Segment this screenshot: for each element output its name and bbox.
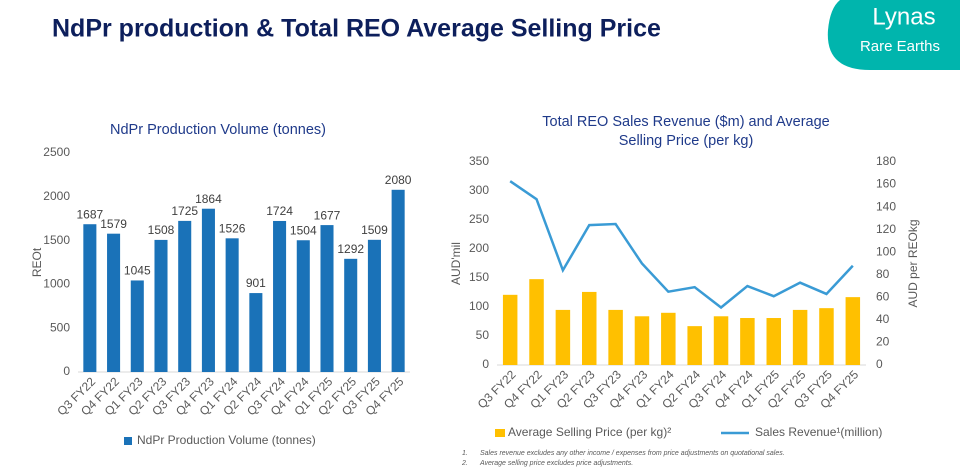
data-label: 1508 <box>148 223 175 237</box>
data-label: 1579 <box>100 217 127 231</box>
y-tick-label: 300 <box>469 183 489 197</box>
legend-swatch <box>124 437 132 445</box>
y2-tick-label: 40 <box>876 312 890 326</box>
y-tick-label: 2500 <box>43 145 70 159</box>
bar <box>740 318 755 365</box>
y2-tick-label: 20 <box>876 335 890 349</box>
bar <box>502 294 518 365</box>
chart-title: NdPr Production Volume (tonnes) <box>110 122 326 138</box>
bar <box>713 316 729 365</box>
bar <box>529 279 544 365</box>
legend-label: Average Selling Price (per kg)² <box>508 425 671 439</box>
legend-swatch <box>495 429 505 437</box>
logo-tagline: Rare Earths <box>860 38 940 55</box>
data-label: 1045 <box>124 264 151 278</box>
bar <box>661 312 676 365</box>
bar <box>273 220 287 372</box>
footnote-number: 2. <box>461 460 468 467</box>
bar <box>83 224 97 372</box>
y2-tick-label: 0 <box>876 357 883 371</box>
bar <box>391 189 405 372</box>
y-axis-title: AUD'mil <box>449 242 463 285</box>
data-label: 1687 <box>77 207 104 221</box>
y2-tick-label: 160 <box>876 177 896 191</box>
bar <box>130 280 144 372</box>
bar <box>296 240 310 372</box>
data-label: 1509 <box>361 223 388 237</box>
y-tick-label: 2000 <box>43 189 70 203</box>
y2-tick-label: 80 <box>876 267 890 281</box>
bar <box>634 316 650 365</box>
bar <box>582 291 597 365</box>
bar <box>687 326 702 365</box>
bar <box>845 297 861 365</box>
bar <box>608 309 623 365</box>
bar <box>225 238 239 372</box>
y-tick-label: 250 <box>469 212 489 226</box>
data-label: 1724 <box>266 204 293 218</box>
y-tick-label: 350 <box>469 154 489 168</box>
legend-label: NdPr Production Volume (tonnes) <box>137 433 316 447</box>
data-label: 1292 <box>337 242 364 256</box>
data-label: 2080 <box>385 173 412 187</box>
y2-tick-label: 140 <box>876 199 896 213</box>
bar <box>249 293 263 372</box>
legend-label: Sales Revenue¹(million) <box>755 425 882 439</box>
y2-tick-label: 100 <box>876 244 896 258</box>
y2-tick-label: 180 <box>876 154 896 168</box>
footnote: Average selling price excludes price adj… <box>479 460 633 467</box>
y-tick-label: 1000 <box>43 277 70 291</box>
y-tick-label: 1500 <box>43 233 70 247</box>
y2-tick-label: 60 <box>876 290 890 304</box>
y-tick-label: 50 <box>476 328 490 342</box>
logo-shape <box>827 0 960 70</box>
bar <box>792 309 808 365</box>
bar <box>107 233 121 372</box>
bar <box>555 309 571 365</box>
y2-axis-title: AUD per REOkg <box>906 219 920 307</box>
bar <box>178 220 192 372</box>
y-tick-label: 100 <box>469 299 489 313</box>
y-tick-label: 0 <box>63 364 70 378</box>
footnote: Sales revenue excludes any other income … <box>480 450 785 457</box>
bar <box>320 225 334 372</box>
bar <box>201 208 215 372</box>
data-label: 1677 <box>314 208 341 222</box>
slide-title: NdPr production & Total REO Average Sell… <box>52 15 661 43</box>
bar <box>766 318 781 365</box>
data-label: 1504 <box>290 223 317 237</box>
line <box>509 180 854 310</box>
data-label: 1864 <box>195 192 222 206</box>
bar <box>344 258 358 372</box>
logo-name: Lynas <box>872 3 935 30</box>
y-tick-label: 200 <box>469 241 489 255</box>
data-label: 901 <box>246 276 266 290</box>
y-tick-label: 500 <box>50 320 70 334</box>
bar <box>819 308 834 365</box>
footnote-number: 1. <box>462 450 468 457</box>
y-tick-label: 0 <box>482 357 489 371</box>
y-axis-title: REOt <box>30 247 44 277</box>
data-label: 1526 <box>219 221 246 235</box>
y2-tick-label: 120 <box>876 222 896 236</box>
bar <box>154 239 168 372</box>
data-label: 1725 <box>171 204 198 218</box>
chart-title: Total REO Sales Revenue ($m) and Average… <box>542 114 829 149</box>
y-tick-label: 150 <box>469 270 489 284</box>
bar <box>367 239 381 372</box>
